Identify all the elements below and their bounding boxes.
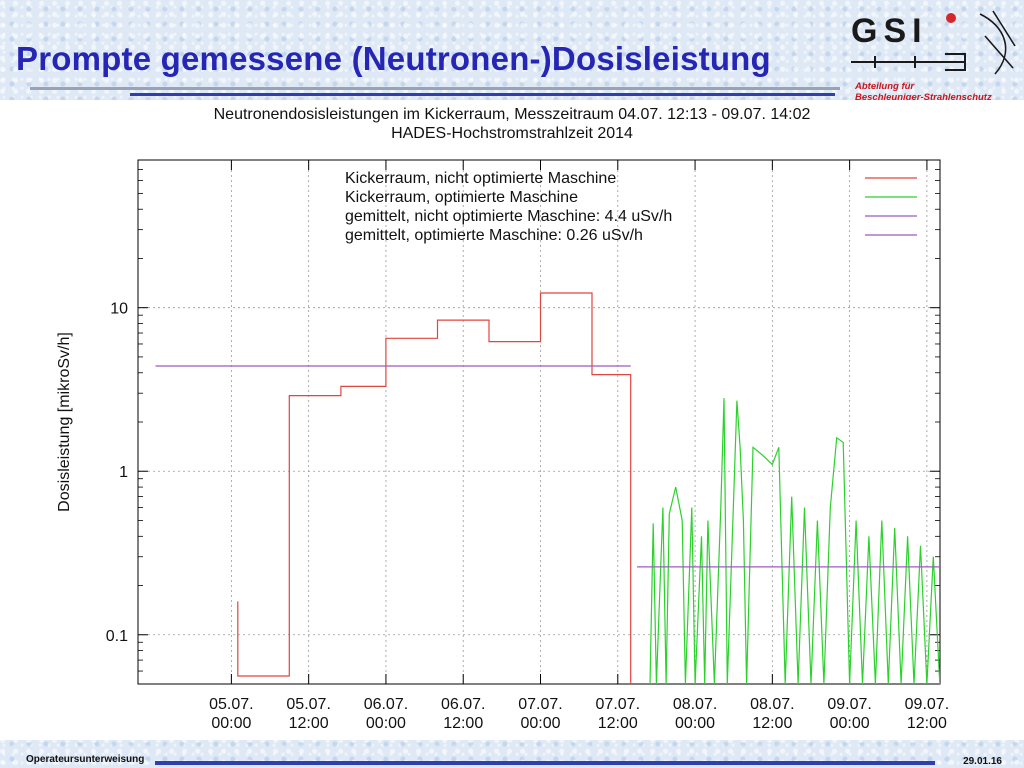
series-line-1 <box>237 292 632 684</box>
department-line-1: Abteilung für <box>855 81 915 92</box>
y-tick-label: 0.1 <box>106 628 128 645</box>
slide-title: Prompte gemessene (Neutronen-)Dosisleist… <box>16 40 771 77</box>
x-tick-label-date: 08.07. <box>750 696 794 713</box>
y-tick-label: 1 <box>119 464 128 481</box>
x-tick-label-time: 12:00 <box>443 715 483 732</box>
x-tick-label-time: 00:00 <box>830 715 870 732</box>
x-tick-label-date: 09.07. <box>905 696 949 713</box>
y-axis-label: Dosisleistung [mikroSv/h] <box>56 332 73 512</box>
title-underline <box>30 87 840 90</box>
dose-rate-chart: 0.1 1 10 05.07. 00:00 05.07. 12:00 06.07. 00:00 0… <box>56 159 949 732</box>
legend-label: Kickerraum, nicht optimierte Maschine <box>345 170 616 187</box>
footer-left-label: Operateursunterweisung <box>26 754 145 765</box>
chart-panel: Neutronendosisleistungen im Kickerraum, … <box>0 100 1024 740</box>
x-tick-label-time: 12:00 <box>907 715 947 732</box>
x-tick-label-date: 07.07. <box>596 696 640 713</box>
chart-subtitle: HADES-Hochstromstrahlzeit 2014 <box>391 125 633 142</box>
x-tick-label-date: 05.07. <box>286 696 330 713</box>
plot-area <box>137 159 941 685</box>
footer-rule <box>155 761 935 765</box>
legend-label: gemittelt, optimierte Maschine: 0.26 uSv… <box>345 227 643 244</box>
footer-date: 29.01.16 <box>963 756 1002 767</box>
title-underline-accent <box>130 93 835 96</box>
department-line-2: Beschleuniger-Strahlenschutz <box>855 92 992 103</box>
legend-label: Kickerraum, optimierte Maschine <box>345 189 578 206</box>
x-tick-label-date: 06.07. <box>364 696 408 713</box>
x-tick-label-time: 00:00 <box>675 715 715 732</box>
x-tick-label-time: 00:00 <box>211 715 251 732</box>
x-tick-label-time: 12:00 <box>598 715 638 732</box>
x-tick-label-time: 12:00 <box>289 715 329 732</box>
x-tick-label-date: 09.07. <box>827 696 871 713</box>
x-tick-label-date: 06.07. <box>441 696 485 713</box>
x-tick-label-date: 08.07. <box>673 696 717 713</box>
x-tick-label-time: 12:00 <box>752 715 792 732</box>
x-tick-label-time: 00:00 <box>520 715 560 732</box>
gsi-logo-text: GSI <box>851 12 928 50</box>
chart-title: Neutronendosisleistungen im Kickerraum, … <box>213 106 811 123</box>
x-tick-label-date: 05.07. <box>209 696 253 713</box>
x-tick-label-time: 00:00 <box>366 715 406 732</box>
gsi-logo: GSI <box>851 10 1016 75</box>
y-tick-label: 10 <box>110 301 128 318</box>
department-label: Abteilung für Beschleuniger-Strahlenschu… <box>855 81 992 103</box>
legend-label: gemittelt, nicht optimierte Maschine: 4.… <box>345 208 672 225</box>
x-tick-label-date: 07.07. <box>518 696 562 713</box>
